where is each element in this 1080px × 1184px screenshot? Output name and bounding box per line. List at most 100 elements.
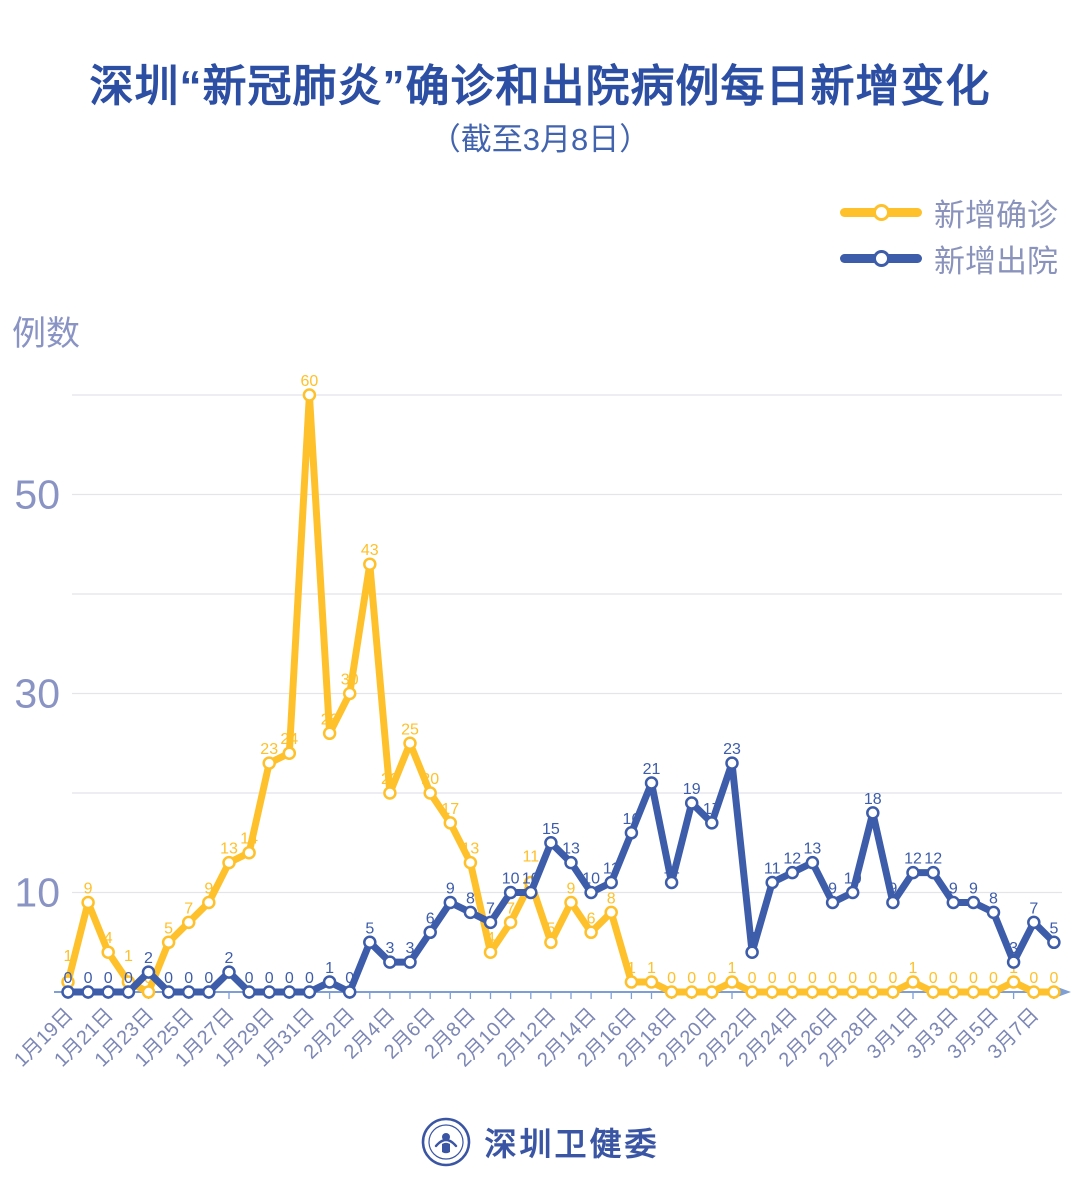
discharged-point-label: 0 — [245, 970, 254, 987]
confirmed-point-label: 4 — [104, 930, 113, 947]
discharged-point-label: 10 — [522, 871, 540, 888]
discharged-point — [946, 895, 961, 910]
discharged-point-label: 11 — [603, 861, 620, 878]
confirmed-point-label: 11 — [522, 849, 539, 866]
confirmed-point — [242, 845, 256, 860]
confirmed-point — [705, 985, 719, 999]
discharged-point — [503, 885, 518, 900]
confirmed-point-label: 0 — [788, 970, 797, 987]
confirmed-point — [463, 855, 478, 870]
grid-lines — [72, 394, 1062, 894]
discharged-point — [765, 875, 779, 890]
confirmed-point-label: 0 — [949, 970, 958, 987]
confirmed-point-label: 13 — [220, 841, 238, 858]
discharged-point — [825, 895, 840, 910]
confirmed-point-label: 9 — [567, 881, 576, 898]
discharged-point — [805, 855, 820, 870]
discharged-point — [302, 985, 317, 999]
confirmed-point — [1047, 985, 1061, 999]
confirmed-point — [282, 746, 297, 760]
discharged-point-label: 11 — [663, 861, 680, 878]
discharged-point-label: 3 — [1009, 940, 1018, 957]
discharged-point-label: 0 — [184, 970, 193, 987]
discharged-point — [624, 826, 639, 840]
confirmed-point-label: 25 — [401, 721, 419, 738]
discharged-point-label: 23 — [723, 741, 741, 758]
confirmed-point — [926, 985, 940, 999]
confirmed-point — [644, 975, 659, 989]
confirmed-point — [745, 985, 759, 999]
discharged-point — [725, 756, 739, 770]
confirmed-point-label: 0 — [969, 970, 978, 987]
discharged-point-label: 21 — [643, 761, 661, 778]
discharged-point-label: 3 — [406, 940, 415, 957]
page-title: 深圳“新冠肺炎”确诊和出院病例每日新增变化 — [89, 62, 991, 111]
confirmed-point — [302, 388, 317, 402]
legend-label-discharged: 新增出院 — [934, 243, 1058, 279]
confirmed-point-label: 1 — [728, 960, 737, 977]
x-axis-date-labels: 1月19日1月21日1月23日1月25日1月27日1月29日1月31日2月2日2… — [10, 1004, 1043, 1071]
discharged-point — [403, 955, 417, 969]
confirmed-point-label: 0 — [748, 970, 757, 987]
confirmed-point — [544, 935, 558, 950]
discharged-point-label: 8 — [989, 890, 998, 907]
discharged-point-label: 10 — [844, 871, 862, 888]
discharged-point — [745, 945, 759, 959]
discharged-point-label: 0 — [265, 970, 274, 987]
discharged-point-label: 4 — [748, 930, 757, 947]
confirmed-line-swatch-icon — [840, 203, 922, 221]
confirmed-point — [845, 985, 860, 999]
confirmed-point-label: 24 — [280, 731, 298, 748]
page-subtitle: （截至3月8日） — [429, 122, 651, 157]
confirmed-point — [825, 985, 840, 999]
confirmed-point-label: 0 — [828, 970, 837, 987]
discharged-point-label: 5 — [365, 920, 374, 937]
discharged-point-label: 12 — [783, 851, 801, 868]
shenzhen-health-commission-logo-icon — [422, 1117, 471, 1167]
legend-label-confirmed: 新增确诊 — [934, 197, 1058, 233]
confirmed-point-label: 0 — [888, 970, 897, 987]
confirmed-point — [262, 756, 276, 770]
discharged-point-label: 5 — [1049, 920, 1058, 937]
confirmed-point — [443, 816, 458, 830]
discharged-point-label: 10 — [502, 871, 520, 888]
discharged-point — [483, 915, 498, 930]
discharged-marker-icon — [873, 249, 890, 267]
discharged-point — [181, 985, 196, 999]
confirmed-point — [886, 985, 900, 999]
discharged-point — [141, 965, 156, 979]
discharged-point-label: 19 — [683, 781, 701, 798]
confirmed-point-label: 0 — [667, 970, 676, 987]
confirmed-point — [181, 915, 196, 930]
series-discharged — [61, 756, 1061, 999]
discharged-point-label: 9 — [949, 881, 958, 898]
discharged-point — [161, 985, 176, 999]
discharged-point — [544, 836, 558, 850]
discharged-point — [262, 985, 276, 999]
confirmed-point — [805, 985, 820, 999]
discharged-point-label: 16 — [623, 811, 641, 828]
discharged-point — [121, 985, 136, 999]
confirmed-point-label: 0 — [989, 970, 998, 987]
confirmed-point-label: 26 — [321, 711, 339, 728]
confirmed-point — [785, 985, 800, 999]
confirmed-point-label: 0 — [768, 970, 777, 987]
confirmed-point — [363, 557, 377, 571]
discharged-point — [242, 985, 256, 999]
discharged-point-label: 2 — [144, 950, 153, 967]
confirmed-point-label: 1 — [64, 948, 73, 965]
legend-item-confirmed: 新增确诊 — [840, 195, 1058, 233]
confirmed-point-label: 1 — [124, 948, 133, 965]
confirmed-point-label: 0 — [848, 970, 857, 987]
discharged-point — [383, 955, 397, 969]
confirmed-point-label: 0 — [687, 970, 696, 987]
confirmed-point — [1027, 985, 1041, 999]
discharged-point-label: 0 — [345, 970, 354, 987]
confirmed-point — [946, 985, 961, 999]
discharged-point-label: 6 — [426, 910, 435, 927]
discharged-point-label: 7 — [1029, 900, 1038, 917]
discharged-point-label: 0 — [124, 970, 133, 987]
discharged-point — [986, 905, 1001, 920]
discharged-point-label: 0 — [164, 970, 173, 987]
